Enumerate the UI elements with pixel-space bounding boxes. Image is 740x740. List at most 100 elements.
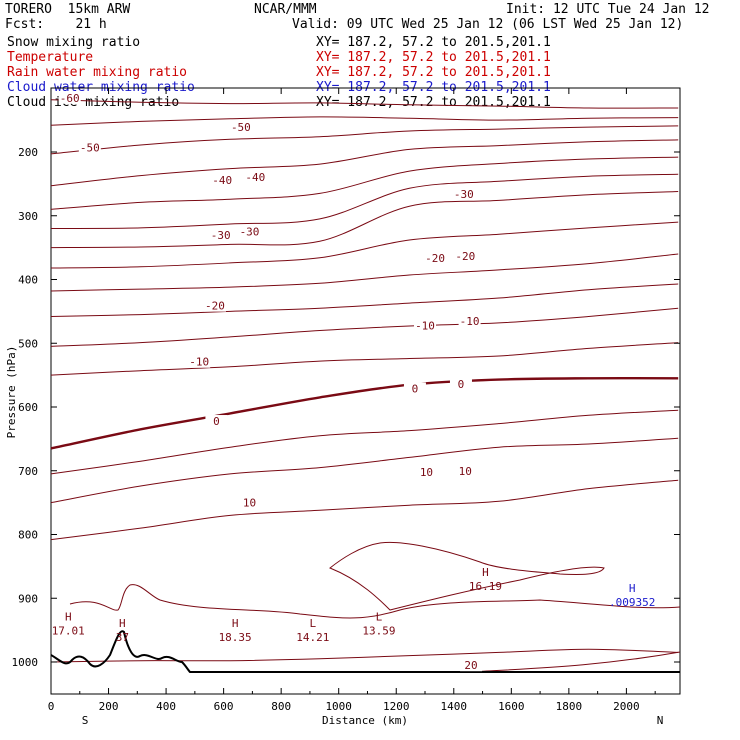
label-knockout [415, 466, 438, 479]
label-knockout [403, 382, 426, 395]
y-tick-label: 400 [18, 274, 38, 287]
extremum-letter: H [629, 582, 636, 595]
label-knockout [460, 659, 483, 672]
extremum-value: 14.21 [296, 631, 329, 644]
y-axis-label: Pressure (hPa) [5, 346, 18, 439]
isotherm-line [50, 173, 679, 229]
isotherm-line [50, 342, 679, 376]
isotherm-label: -60 [60, 92, 80, 105]
y-tick-label: 300 [18, 210, 38, 223]
y-tick-label: 900 [18, 592, 38, 605]
isotherm-layer [50, 99, 679, 663]
contour-labels-layer: -60 -50 -50 -40 -40 -30 -30 -30 -20 -20 -20 -10 -10 -… [52, 91, 655, 672]
isotherm-label: -20 [425, 252, 445, 265]
y-tick-label: 1000 [12, 656, 39, 669]
isotherm-label: -40 [212, 174, 232, 187]
x-end-label: N [657, 714, 664, 727]
extremum-value: 18.35 [219, 631, 252, 644]
legend-xy-snow: XY= 187.2, 57.2 to 201.5,201.1 [316, 35, 551, 50]
isotherm-label: 0 [458, 378, 465, 391]
extra-contours-layer [69, 541, 681, 673]
extremum-value: 37 [116, 631, 129, 644]
x-tick-label: 1600 [498, 700, 525, 713]
isotherm-line [50, 116, 679, 126]
legend-label-rain: Rain water mixing ratio [7, 65, 188, 80]
x-tick-label: 600 [214, 700, 234, 713]
isotherm-label: 10 [420, 466, 433, 479]
isotherm-line [50, 139, 679, 187]
terrain-layer [50, 630, 680, 673]
label-knockout [238, 496, 261, 509]
init-time: Init: 12 UTC Tue 24 Jan 12 [506, 2, 710, 17]
isotherm-0c-line [50, 377, 679, 450]
label-knockout [209, 228, 232, 241]
low-level-contour [469, 651, 681, 673]
isotherm-label: -10 [460, 315, 480, 328]
label-knockout [188, 355, 211, 368]
label-knockout [458, 314, 481, 327]
x-tick-label: 800 [271, 700, 291, 713]
isotherm-line [50, 437, 679, 504]
label-knockout [211, 174, 234, 187]
isotherm-label: -30 [454, 188, 474, 201]
extremum-letter: H [232, 617, 239, 630]
isotherm-label: -50 [231, 121, 251, 134]
x-tick-label: 1400 [441, 700, 468, 713]
legend-xy-cloud-ice: XY= 187.2, 57.2 to 201.5,201.1 [316, 95, 551, 110]
near-surface-contour [69, 584, 681, 619]
legend-xy-temperature: XY= 187.2, 57.2 to 201.5,201.1 [316, 50, 551, 65]
isotherm-label: -10 [415, 319, 435, 332]
extremum-letter: H [119, 617, 126, 630]
legend-xy-rain: XY= 187.2, 57.2 to 201.5,201.1 [316, 65, 551, 80]
isotherm-line [50, 479, 679, 541]
x-tick-label: 0 [48, 700, 55, 713]
isotherm-label: 0 [213, 415, 220, 428]
extremum-value: 13.59 [362, 625, 395, 638]
isotherm-line [50, 307, 679, 347]
label-knockout [78, 141, 101, 154]
isotherm-label: 20 [464, 659, 477, 672]
x-tick-label: 1800 [556, 700, 583, 713]
model-name: TORERO 15km ARW [5, 2, 131, 17]
label-knockout [244, 170, 267, 183]
extremum-letter: H [65, 611, 72, 624]
warm-pocket-contour [329, 541, 605, 611]
isotherm-line [50, 156, 679, 210]
isotherm-label: -30 [211, 229, 231, 242]
isotherm-line [50, 283, 679, 317]
isotherm-line [50, 409, 679, 475]
isotherm-line [50, 99, 679, 109]
y-tick-label: 500 [18, 337, 38, 350]
isotherm-label: 10 [243, 497, 256, 510]
x-tick-label: 200 [99, 700, 119, 713]
isotherm-label: -30 [240, 226, 260, 239]
plot-frame [50, 87, 681, 695]
label-knockout [414, 319, 437, 332]
extremum-value: 16.19 [469, 580, 502, 593]
y-tick-label: 200 [18, 146, 38, 159]
isotherm-label: -20 [455, 250, 475, 263]
label-knockout [229, 121, 252, 134]
y-tick-label: 600 [18, 401, 38, 414]
label-knockout [203, 299, 226, 312]
isotherm-line [50, 221, 679, 269]
isotherm-label: 10 [459, 465, 472, 478]
extremum-letter: L [309, 617, 316, 630]
label-knockout [454, 249, 477, 262]
extremum-letter: L [376, 611, 383, 624]
x-tick-label: 1200 [383, 700, 410, 713]
isotherm-line [50, 648, 679, 663]
x-tick-label: 1000 [325, 700, 352, 713]
valid-time: Valid: 09 UTC Wed 25 Jan 12 (06 LST Wed … [292, 17, 684, 32]
label-knockout [449, 378, 472, 391]
isotherm-label: -20 [205, 300, 225, 313]
x-tick-label: 400 [156, 700, 176, 713]
extremum-value: 17.01 [52, 625, 85, 638]
label-knockout [238, 225, 261, 238]
isotherm-line [50, 253, 679, 292]
isotherm-line [50, 191, 679, 249]
y-tick-label: 700 [18, 465, 38, 478]
extremum-letter: H [482, 566, 489, 579]
